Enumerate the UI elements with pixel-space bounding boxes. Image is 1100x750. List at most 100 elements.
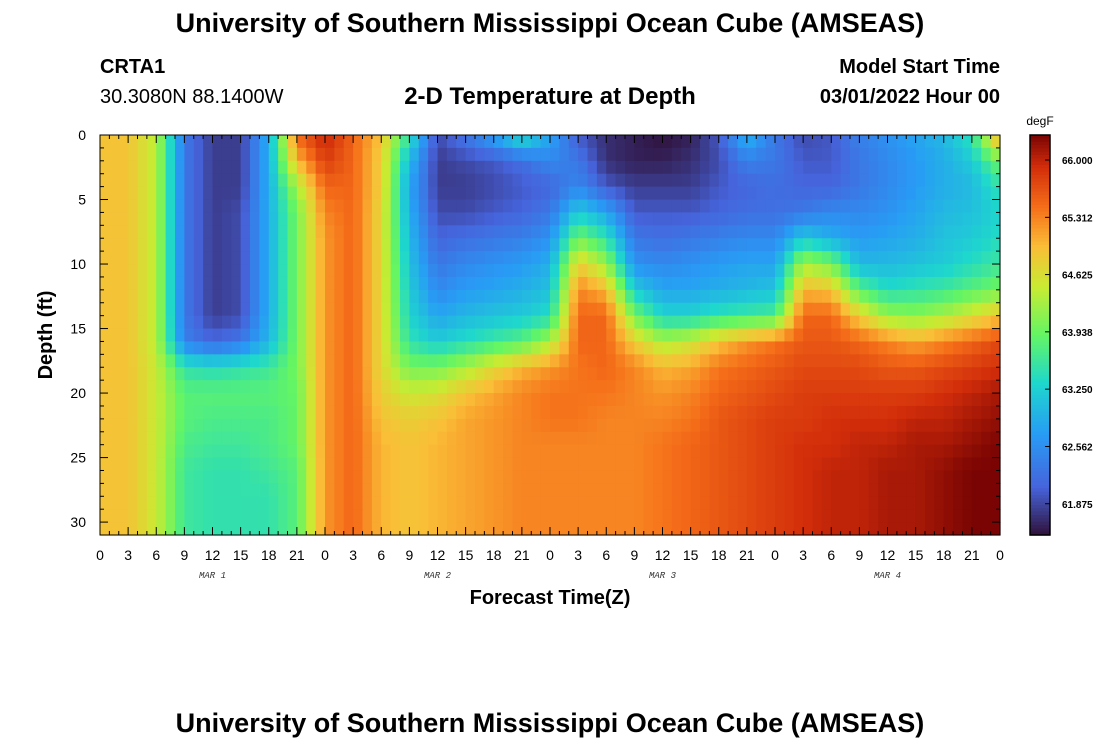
heatmap-cell — [690, 405, 701, 420]
heatmap-cell — [381, 470, 392, 484]
heatmap-cell — [353, 173, 364, 188]
heatmap-cell — [268, 276, 279, 291]
heatmap-cell — [400, 341, 410, 355]
heatmap-cell — [465, 135, 476, 149]
heatmap-cell — [334, 212, 345, 226]
heatmap-cell — [550, 276, 560, 291]
heatmap-cell — [596, 264, 607, 278]
heatmap-cell — [362, 418, 373, 433]
heatmap-cell — [250, 289, 260, 304]
colorbar-segment — [1030, 498, 1050, 503]
heatmap-cell — [400, 160, 410, 175]
heatmap-cell — [512, 315, 523, 330]
heatmap-cell — [381, 341, 392, 355]
heatmap-cell — [362, 431, 373, 446]
heatmap-cell — [643, 367, 654, 381]
heatmap-cell — [240, 457, 251, 472]
heatmap-cell — [793, 431, 804, 446]
heatmap-cell — [868, 289, 879, 304]
heatmap-cell — [484, 418, 495, 433]
heatmap-cell — [250, 405, 260, 420]
heatmap-cell — [203, 418, 214, 433]
heatmap-cell — [587, 289, 598, 304]
heatmap-cell — [756, 135, 767, 149]
heatmap-cell — [840, 302, 851, 317]
heatmap-cell — [446, 276, 457, 291]
heatmap-cell — [709, 135, 720, 149]
y-tick-label: 30 — [70, 514, 86, 530]
heatmap-cell — [165, 483, 176, 497]
heatmap-cell — [971, 173, 982, 188]
heatmap-cell — [146, 160, 157, 175]
heatmap-cell — [831, 380, 842, 394]
heatmap-cell — [803, 264, 814, 278]
heatmap-cell — [681, 393, 692, 407]
heatmap-cell — [231, 496, 242, 510]
heatmap-cell — [653, 431, 664, 446]
heatmap-cell — [456, 302, 467, 317]
colorbar-segment — [1030, 345, 1050, 349]
heatmap-cell — [371, 186, 382, 201]
heatmap-cell — [953, 238, 964, 252]
heatmap-cell — [568, 380, 579, 394]
heatmap-cell — [821, 276, 832, 291]
heatmap-cell — [278, 160, 289, 175]
heatmap-cell — [943, 289, 954, 304]
heatmap-cell — [625, 160, 635, 175]
heatmap-cell — [700, 354, 710, 368]
heatmap-cell — [690, 276, 701, 291]
heatmap-cell — [343, 418, 354, 433]
heatmap-cell — [943, 186, 954, 201]
heatmap-cell — [259, 341, 270, 355]
heatmap-cell — [578, 302, 589, 317]
heatmap-cell — [371, 522, 382, 536]
heatmap-cell — [690, 199, 701, 214]
heatmap-cell — [915, 380, 926, 394]
heatmap-cell — [925, 393, 935, 407]
heatmap-cell — [821, 341, 832, 355]
heatmap-cell — [765, 457, 776, 472]
heatmap-cell — [240, 380, 251, 394]
heatmap-cell — [390, 509, 401, 523]
heatmap-cell — [578, 367, 589, 381]
heatmap-cell — [615, 186, 626, 201]
heatmap-cell — [493, 522, 504, 536]
heatmap-cell — [718, 315, 729, 330]
heatmap-cell — [906, 238, 917, 252]
heatmap-cell — [831, 405, 842, 420]
heatmap-cell — [503, 354, 514, 368]
heatmap-cell — [193, 315, 204, 330]
heatmap-cell — [812, 160, 823, 175]
heatmap-cell — [221, 380, 232, 394]
heatmap-cell — [821, 457, 832, 472]
x-tick-label: 12 — [655, 547, 671, 563]
heatmap-cell — [203, 380, 214, 394]
heatmap-cell — [353, 225, 364, 239]
heatmap-cell — [456, 393, 467, 407]
heatmap-cell — [775, 393, 785, 407]
heatmap-cell — [596, 496, 607, 510]
heatmap-cell — [456, 160, 467, 175]
heatmap-cell — [840, 509, 851, 523]
heatmap-cell — [437, 393, 448, 407]
heatmap-cell — [906, 405, 917, 420]
heatmap-cell — [362, 509, 373, 523]
heatmap-cell — [981, 212, 992, 226]
heatmap-cell — [756, 276, 767, 291]
heatmap-cell — [850, 289, 860, 304]
heatmap-cell — [109, 328, 120, 343]
heatmap-cell — [840, 289, 851, 304]
heatmap-cell — [437, 264, 448, 278]
heatmap-cell — [971, 405, 982, 420]
heatmap-cell — [812, 147, 823, 162]
heatmap-cell — [315, 483, 326, 497]
heatmap-cell — [953, 470, 964, 484]
heatmap-cell — [906, 496, 917, 510]
heatmap-cell — [606, 405, 617, 420]
heatmap-cell — [634, 264, 645, 278]
heatmap-cell — [887, 251, 898, 265]
heatmap-cell — [315, 199, 326, 214]
heatmap-cell — [503, 199, 514, 214]
heatmap-cell — [146, 496, 157, 510]
heatmap-cell — [840, 328, 851, 343]
